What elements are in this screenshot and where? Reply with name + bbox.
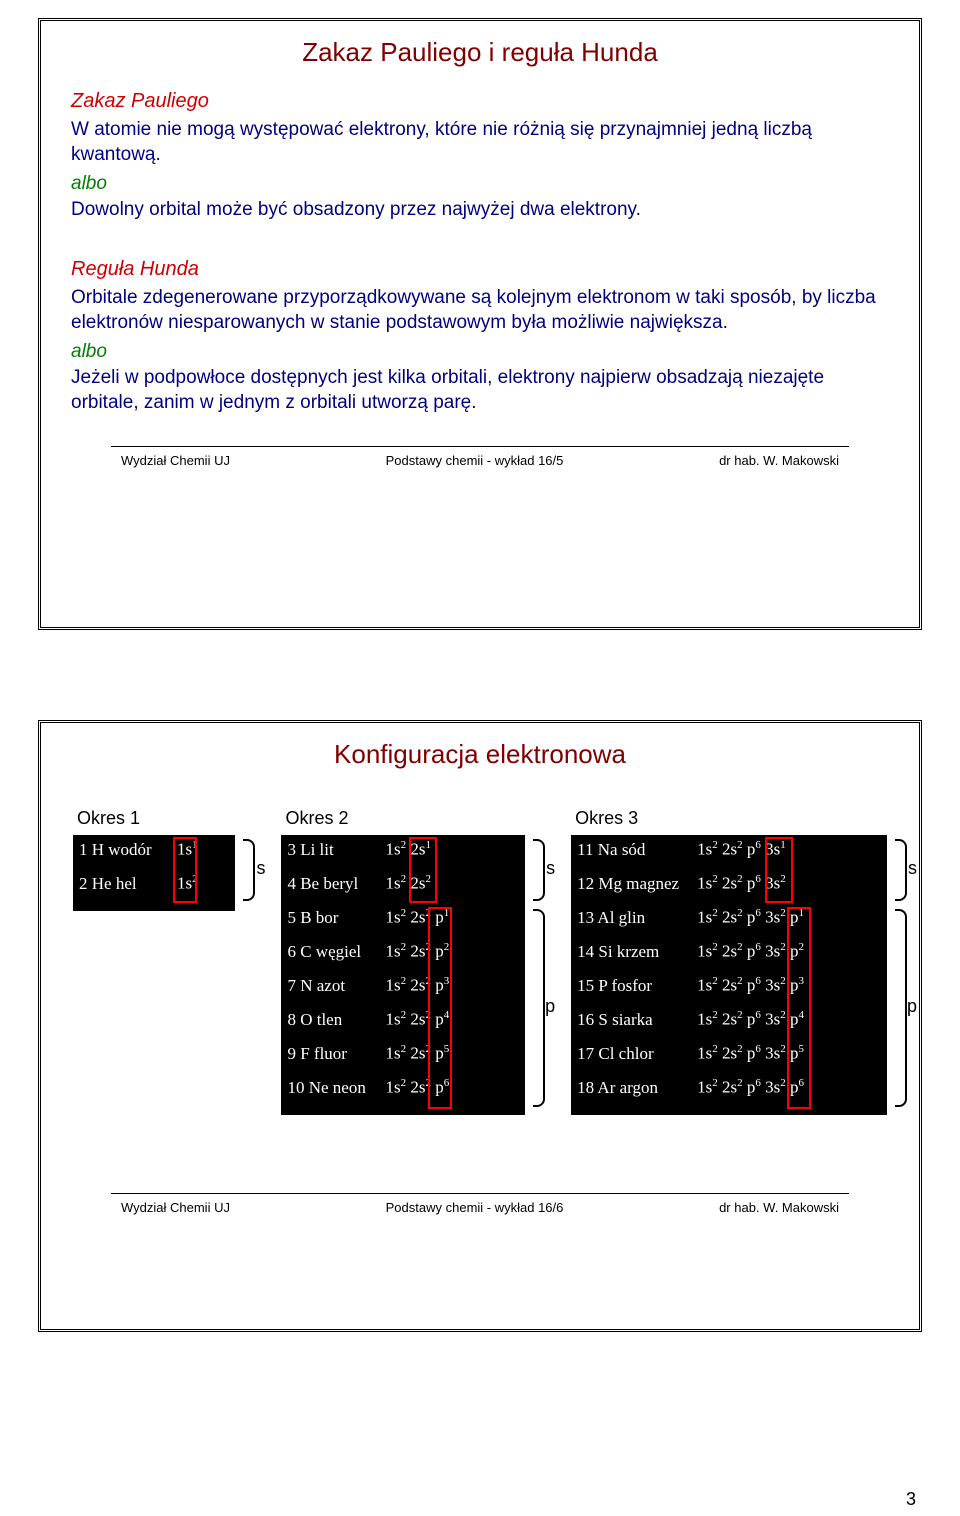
element-name: 5 B bor (287, 908, 385, 928)
slide2-title: Konfiguracja elektronowa (71, 739, 889, 770)
heading-hund: Reguła Hunda (71, 258, 889, 281)
element-name: 14 Si krzem (577, 942, 697, 962)
table-row: 16 S siarka1s2 2s2 p6 3s2 p4 (577, 1009, 881, 1043)
table-row: 14 Si krzem1s2 2s2 p6 3s2 p2 (577, 941, 881, 975)
element-name: 8 O tlen (287, 1010, 385, 1030)
period1-block: 1 H wodór1s12 He hel1s2 (73, 835, 235, 911)
divider-1 (111, 446, 849, 447)
table-row: 11 Na sód1s2 2s2 p6 3s1 (577, 839, 881, 873)
albo-2: albo (71, 341, 889, 363)
body-pauli-2: Dowolny orbital może być obsadzony przez… (71, 197, 889, 222)
slide1-title: Zakaz Pauliego i reguła Hunda (71, 37, 889, 68)
period2-label: Okres 2 (281, 808, 525, 829)
bracket-p3-p (895, 909, 907, 1107)
label-p1-s: s (256, 858, 265, 879)
bracket-p2-s (533, 839, 545, 901)
redbox-p2-s (409, 837, 437, 903)
element-name: 12 Mg magnez (577, 874, 697, 894)
table-row: 10 Ne neon1s2 2s2 p6 (287, 1077, 519, 1111)
label-p2-s: s (546, 858, 555, 879)
table-row: 12 Mg magnez1s2 2s2 p6 3s2 (577, 873, 881, 907)
slide-2: Konfiguracja elektronowa Okres 1 1 H wod… (38, 720, 922, 1332)
footer2-right: dr hab. W. Makowski (719, 1200, 839, 1215)
table-row: 15 P fosfor1s2 2s2 p6 3s2 p3 (577, 975, 881, 1009)
table-row: 7 N azot1s2 2s2 p3 (287, 975, 519, 1009)
footer2-left: Wydział Chemii UJ (121, 1200, 230, 1215)
period-1-col: Okres 1 1 H wodór1s12 He hel1s2 s (73, 808, 235, 911)
page-number: 3 (906, 1489, 916, 1510)
element-name: 2 He hel (79, 874, 177, 894)
period3-block: 11 Na sód1s2 2s2 p6 3s112 Mg magnez1s2 2… (571, 835, 887, 1115)
redbox-p1-s (173, 837, 197, 903)
element-name: 11 Na sód (577, 840, 697, 860)
footer2-mid: Podstawy chemii - wykład 16/6 (386, 1200, 564, 1215)
redbox-p3-p (787, 907, 811, 1109)
element-name: 1 H wodór (79, 840, 177, 860)
table-row: 3 Li lit1s2 2s1 (287, 839, 519, 873)
element-name: 7 N azot (287, 976, 385, 996)
table-row: 13 Al glin1s2 2s2 p6 3s2 p1 (577, 907, 881, 941)
table-row: 2 He hel1s2 (79, 873, 225, 907)
albo-1: albo (71, 173, 889, 195)
label-p3-p: p (907, 996, 917, 1017)
label-p2-p: p (545, 996, 555, 1017)
bracket-p3-s (895, 839, 907, 901)
period-3-col: Okres 3 11 Na sód1s2 2s2 p6 3s112 Mg mag… (571, 808, 887, 1115)
element-name: 10 Ne neon (287, 1078, 385, 1098)
table-row: 8 O tlen1s2 2s2 p4 (287, 1009, 519, 1043)
period3-label: Okres 3 (571, 808, 887, 829)
body-pauli-1: W atomie nie mogą występować elektrony, … (71, 117, 889, 167)
table-row: 4 Be beryl1s2 2s2 (287, 873, 519, 907)
body-hund-1: Orbitale zdegenerowane przyporządkowywan… (71, 285, 889, 335)
table-row: 5 B bor1s2 2s2 p1 (287, 907, 519, 941)
redbox-p3-s (765, 837, 793, 903)
table-row: 17 Cl chlor1s2 2s2 p6 3s2 p5 (577, 1043, 881, 1077)
element-name: 17 Cl chlor (577, 1044, 697, 1064)
period1-label: Okres 1 (73, 808, 235, 829)
footer1-left: Wydział Chemii UJ (121, 453, 230, 468)
heading-pauli: Zakaz Pauliego (71, 90, 889, 113)
element-name: 15 P fosfor (577, 976, 697, 996)
footer1-right: dr hab. W. Makowski (719, 453, 839, 468)
element-name: 16 S siarka (577, 1010, 697, 1030)
footer1-mid: Podstawy chemii - wykład 16/5 (386, 453, 564, 468)
divider-2 (111, 1193, 849, 1194)
table-row: 18 Ar argon1s2 2s2 p6 3s2 p6 (577, 1077, 881, 1111)
bracket-p2-p (533, 909, 545, 1107)
element-name: 3 Li lit (287, 840, 385, 860)
table-row: 6 C węgiel1s2 2s2 p2 (287, 941, 519, 975)
periods-container: Okres 1 1 H wodór1s12 He hel1s2 s Okres … (71, 808, 889, 1115)
redbox-p2-p (428, 907, 452, 1109)
body-hund-2: Jeżeli w podpowłoce dostępnych jest kilk… (71, 365, 889, 415)
footer-1: Wydział Chemii UJ Podstawy chemii - wykł… (71, 453, 889, 474)
element-name: 6 C węgiel (287, 942, 385, 962)
element-name: 9 F fluor (287, 1044, 385, 1064)
table-row: 1 H wodór1s1 (79, 839, 225, 873)
element-name: 4 Be beryl (287, 874, 385, 894)
element-name: 13 Al glin (577, 908, 697, 928)
table-row: 9 F fluor1s2 2s2 p5 (287, 1043, 519, 1077)
period-2-col: Okres 2 3 Li lit1s2 2s14 Be beryl1s2 2s2… (281, 808, 525, 1115)
period2-block: 3 Li lit1s2 2s14 Be beryl1s2 2s25 B bor1… (281, 835, 525, 1115)
label-p3-s: s (908, 858, 917, 879)
slide-1: Zakaz Pauliego i reguła Hunda Zakaz Paul… (38, 18, 922, 630)
element-name: 18 Ar argon (577, 1078, 697, 1098)
bracket-p1-s (243, 839, 255, 901)
footer-2: Wydział Chemii UJ Podstawy chemii - wykł… (71, 1200, 889, 1221)
